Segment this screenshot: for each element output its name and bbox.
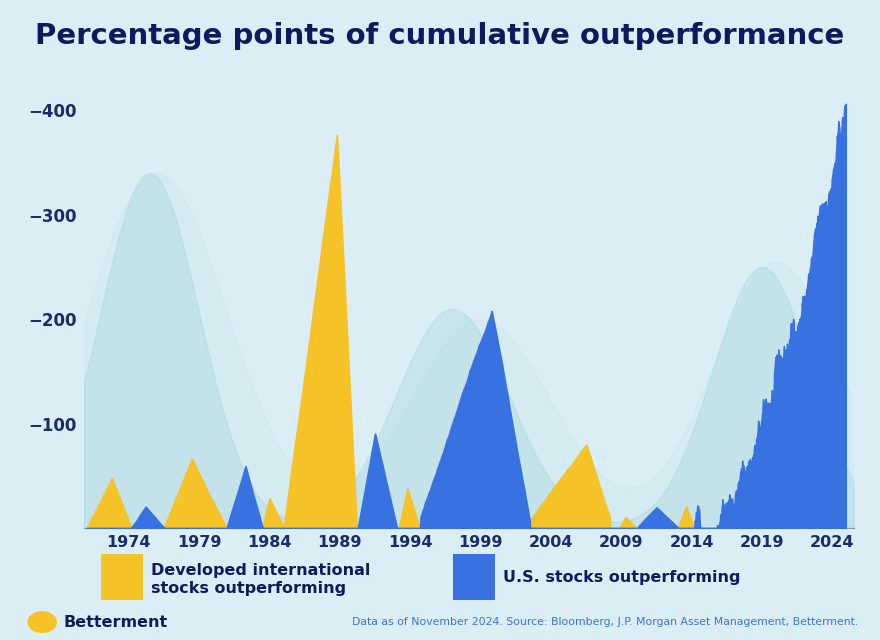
Text: Percentage points of cumulative outperformance: Percentage points of cumulative outperfo… — [35, 22, 845, 51]
Text: Betterment: Betterment — [63, 614, 167, 630]
Text: Data as of November 2024. Source: Bloomberg, J.P. Morgan Asset Management, Bette: Data as of November 2024. Source: Bloomb… — [352, 617, 858, 627]
Text: U.S. stocks outperforming: U.S. stocks outperforming — [503, 570, 741, 585]
Text: stocks outperforming: stocks outperforming — [151, 581, 347, 596]
Text: Developed international: Developed international — [151, 563, 370, 579]
